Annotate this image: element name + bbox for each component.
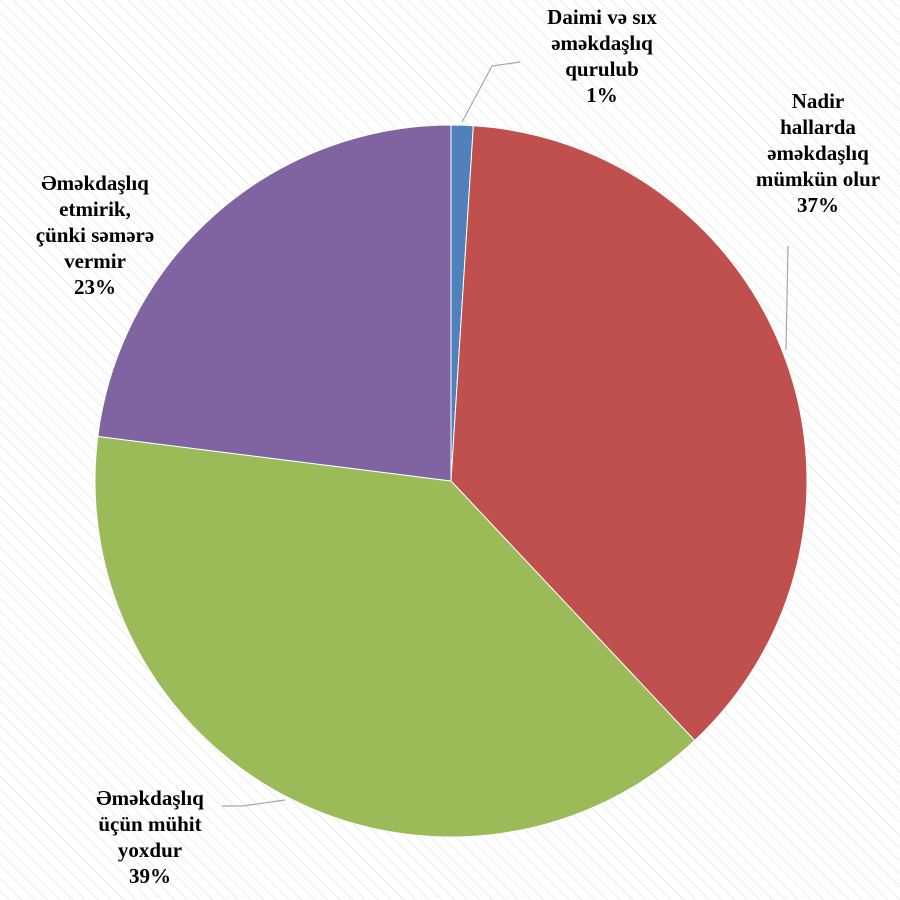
slice-percent-0: 1% <box>586 83 618 107</box>
slice-label-line: qurulub <box>565 57 639 81</box>
slice-label-line: hallarda <box>780 115 856 139</box>
pie-slice-1 <box>450 125 808 742</box>
leader-line-0 <box>461 61 521 123</box>
slice-label-2: Əməkdaşlıq üçün mühit yoxdur 39% <box>96 786 204 888</box>
slice-label-line: etmirik, <box>59 197 131 221</box>
slice-percent-1: 37% <box>797 193 839 217</box>
slice-label-1: Nadir hallarda əməkdaşlıq mümkün olur 37% <box>756 89 880 217</box>
slice-label-line: Daimi və sıx <box>547 5 657 29</box>
slice-label-line: yoxdur <box>118 838 182 862</box>
leader-line-2 <box>222 799 286 807</box>
slice-label-3: Əməkdaşlıq etmirik, çünki səmərə vermir 23% <box>36 171 154 299</box>
slice-label-line: Əməkdaşlıq <box>41 171 149 195</box>
leader-line-1 <box>785 245 789 351</box>
slice-percent-3: 23% <box>74 275 116 299</box>
slice-label-line: Əməkdaşlıq <box>96 786 204 810</box>
slice-label-line: əməkdaşlıq <box>551 31 653 55</box>
slice-label-line: mümkün olur <box>756 167 880 191</box>
pie-slice-3 <box>97 124 452 482</box>
leader-lines <box>222 61 789 807</box>
slice-label-line: vermir <box>64 249 126 273</box>
slice-label-line: əməkdaşlıq <box>767 141 869 165</box>
slice-label-line: çünki səmərə <box>36 223 154 247</box>
slice-labels: Daimi və sıx əməkdaşlıq qurulub 1% Nadir hall… <box>36 5 880 888</box>
slice-label-line: üçün mühit <box>98 812 201 836</box>
slice-percent-2: 39% <box>129 864 171 888</box>
slice-label-0: Daimi və sıx əməkdaşlıq qurulub 1% <box>547 5 657 107</box>
slice-label-line: Nadir <box>792 89 845 113</box>
pie-slice-2 <box>94 435 696 838</box>
pie-slices <box>94 124 808 838</box>
